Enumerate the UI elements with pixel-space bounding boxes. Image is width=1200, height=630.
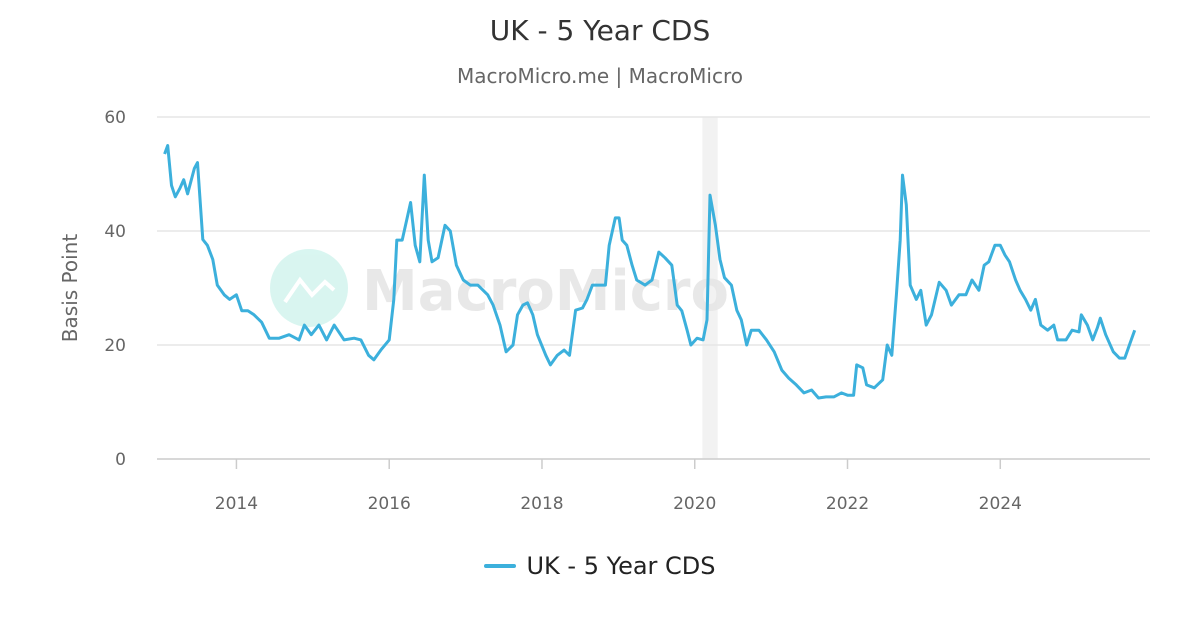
legend-label: UK - 5 Year CDS [526, 552, 716, 580]
watermark-text: MacroMicro [362, 259, 729, 324]
watermark-logo-icon [270, 249, 348, 327]
y-tick-label: 20 [104, 336, 126, 356]
chart-title: UK - 5 Year CDS [489, 14, 711, 47]
watermark-logo-line-icon [283, 276, 336, 304]
watermark: MacroMicro [270, 249, 729, 327]
legend-swatch [484, 564, 517, 568]
legend[interactable]: UK - 5 Year CDS [0, 552, 1200, 580]
y-tick-label: 40 [104, 222, 126, 242]
x-tick-label: 2024 [979, 494, 1022, 514]
x-tick-label: 2014 [215, 494, 258, 514]
x-tick-label: 2022 [826, 494, 869, 514]
y-tick-label: 0 [115, 450, 126, 470]
x-tick-label: 2020 [673, 494, 716, 514]
y-tick-label: 60 [104, 108, 126, 128]
y-axis-label: Basis Point [58, 234, 82, 343]
x-tick-label: 2018 [520, 494, 563, 514]
chart-subtitle: MacroMicro.me | MacroMicro [457, 64, 743, 88]
x-tick-label: 2016 [368, 494, 411, 514]
series-line [163, 144, 1137, 400]
shaded-range [702, 117, 718, 459]
